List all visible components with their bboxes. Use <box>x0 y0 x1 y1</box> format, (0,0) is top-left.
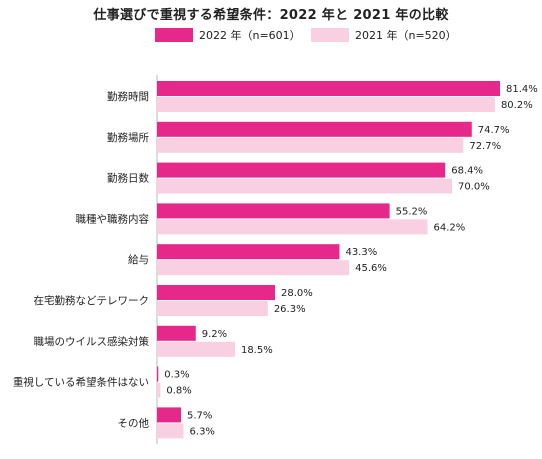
bar-2021 <box>157 97 495 112</box>
data-label: 26.3% <box>274 304 306 315</box>
data-label: 45.6% <box>355 263 387 274</box>
data-label: 18.5% <box>241 345 273 356</box>
bar-2022 <box>157 366 159 382</box>
category-label: 給与 <box>128 253 149 266</box>
legend-swatch-2022 <box>155 28 193 42</box>
category-label: 勤務日数 <box>107 172 149 185</box>
chart-title: 仕事選びで重視する希望条件：2022 年と 2021 年の比較 <box>93 8 449 23</box>
bar-2022 <box>157 244 340 260</box>
category-label: 職種や職務内容 <box>76 212 150 225</box>
bar-2021 <box>157 260 350 276</box>
data-label: 0.8% <box>166 386 191 397</box>
bar-2022 <box>157 325 196 341</box>
data-label: 9.2% <box>202 329 227 340</box>
bar-2021 <box>157 301 268 316</box>
bar-2022 <box>157 81 500 96</box>
bar-2022 <box>157 407 182 423</box>
data-label: 0.3% <box>164 370 189 381</box>
bar-2022 <box>157 121 472 137</box>
legend-label-2022: 2022 年（n=601） <box>199 29 301 42</box>
bar-2021 <box>157 423 184 439</box>
category-label: その他 <box>118 416 150 429</box>
data-label: 70.0% <box>458 182 490 193</box>
category-label: 勤務場所 <box>107 131 149 144</box>
data-label: 43.3% <box>345 247 377 258</box>
bar-2022 <box>157 203 390 219</box>
data-label: 72.7% <box>469 141 501 152</box>
data-label: 28.0% <box>281 288 313 299</box>
bar-2021 <box>157 178 452 194</box>
bar-2022 <box>157 285 275 300</box>
bar-2021 <box>157 219 428 235</box>
data-label: 81.4% <box>506 84 538 95</box>
category-label: 職場のウイルス感染対策 <box>34 335 150 348</box>
legend-item-2021: 2021 年（n=520） <box>311 27 457 43</box>
legend-swatch-2021 <box>311 28 349 42</box>
category-label: 勤務時間 <box>107 90 149 103</box>
bar-2021 <box>157 341 235 357</box>
data-label: 74.7% <box>478 125 510 136</box>
category-label: 重視している希望条件はない <box>13 376 149 389</box>
data-label: 68.4% <box>451 166 483 177</box>
legend-item-2022: 2022 年（n=601） <box>155 27 301 43</box>
category-label: 在宅勤務などテレワーク <box>34 294 150 307</box>
data-label: 64.2% <box>434 222 466 233</box>
data-label: 5.7% <box>187 410 212 421</box>
bar-2022 <box>157 162 446 178</box>
bar-2021 <box>157 137 464 153</box>
data-label: 55.2% <box>396 206 428 217</box>
bar-2021 <box>157 382 161 398</box>
legend-label-2021: 2021 年（n=520） <box>355 29 457 42</box>
data-label: 6.3% <box>190 426 215 437</box>
data-label: 80.2% <box>501 100 533 111</box>
